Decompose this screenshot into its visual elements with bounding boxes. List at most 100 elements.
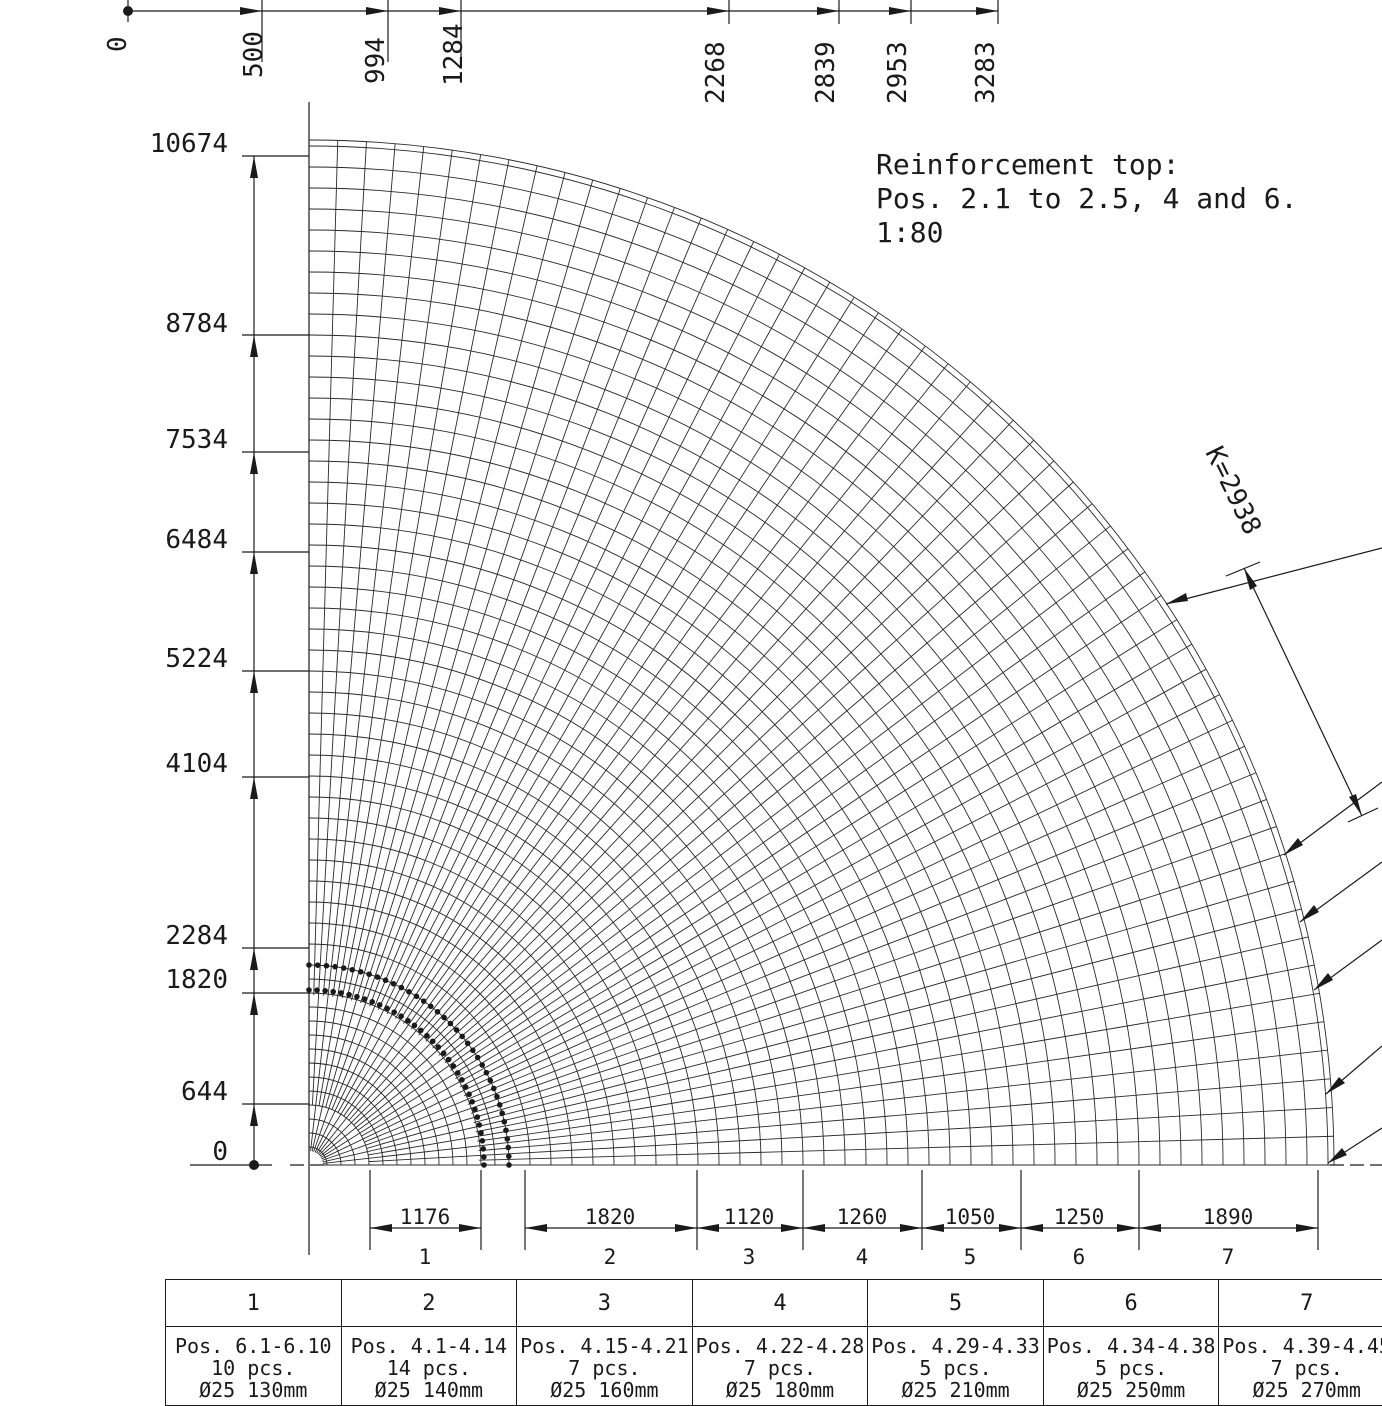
- position-range: Pos. 4.15-4.21: [517, 1335, 692, 1357]
- radial-bar: [369, 1108, 1332, 1162]
- top-dim-2839: 2839: [811, 41, 841, 104]
- zone-7-width: 1890: [1203, 1205, 1254, 1229]
- reinforcement-dot: [454, 1027, 460, 1033]
- bar-spec: Ø25 270mm: [1219, 1379, 1382, 1401]
- left-dim-8784: 8784: [165, 309, 228, 339]
- radial-bar: [477, 1022, 1324, 1142]
- reinforcement-grid: [309, 140, 1334, 1165]
- reinforcement-dot: [315, 962, 321, 968]
- reinforcement-dot: [451, 1063, 457, 1069]
- top-dim-994: 994: [361, 37, 391, 84]
- reinforcement-dot: [435, 1009, 441, 1015]
- reinforcement-dot: [479, 1062, 485, 1068]
- position-range: Pos. 4.29-4.33: [868, 1335, 1043, 1357]
- radial-bar: [314, 198, 648, 1152]
- top-dim-2953: 2953: [883, 41, 913, 104]
- reinforcement-dot: [501, 1119, 507, 1125]
- table-cell: Pos. 4.39-4.45 7 pcs. Ø25 270mm: [1219, 1327, 1382, 1406]
- reinforcement-dot: [375, 974, 381, 980]
- radial-bar: [364, 773, 1256, 1142]
- left-dimension-chain: [242, 156, 309, 1170]
- reinforcement-dot: [506, 1153, 512, 1159]
- reinforcement-dot: [428, 1004, 434, 1010]
- zone-6-width: 1250: [1054, 1205, 1105, 1229]
- reinforcement-dot: [383, 977, 389, 983]
- reinforcement-dot: [418, 1028, 424, 1034]
- bar-spec: Ø25 160mm: [517, 1379, 692, 1401]
- table-header-row: 1 2 3 4 5 6 7: [166, 1280, 1382, 1327]
- k-dimension: [1226, 562, 1378, 822]
- table-header-cell: 4: [692, 1280, 868, 1327]
- reinforcement-dot: [322, 988, 328, 994]
- reinforcement-dot: [499, 1110, 505, 1116]
- table-cell: Pos. 4.22-4.28 7 pcs. Ø25 180mm: [692, 1327, 868, 1406]
- bar-count: 10 pcs.: [166, 1357, 341, 1379]
- reinforcement-dot: [481, 1154, 487, 1160]
- radial-bar: [349, 401, 992, 1121]
- reinforcement-dot: [324, 963, 330, 969]
- radial-bar: [320, 526, 1110, 1156]
- reinforcement-dot: [441, 1050, 447, 1056]
- reinforcement-dot: [487, 1078, 493, 1084]
- reinforcement-dot: [497, 1102, 503, 1108]
- reinforcement-dot: [384, 1006, 390, 1012]
- radial-bar: [362, 669, 1207, 1136]
- reinforcement-dot: [459, 1034, 465, 1040]
- left-dim-0: 0: [212, 1137, 228, 1167]
- zone-2-number: 2: [604, 1245, 617, 1269]
- radial-bar: [370, 207, 675, 1006]
- bar-count: 7 pcs.: [1219, 1357, 1382, 1379]
- zone-3-number: 3: [743, 1245, 756, 1269]
- radial-bar: [322, 720, 1233, 1159]
- radial-bar: [464, 746, 1244, 1095]
- reinforcement-dot: [469, 1099, 475, 1105]
- zone-7-number: 7: [1222, 1245, 1235, 1269]
- reinforcement-dot: [406, 989, 412, 995]
- reinforcement-dot: [369, 999, 375, 1005]
- reinforcement-dot: [481, 1162, 487, 1168]
- zone-3-width: 1120: [724, 1205, 775, 1229]
- radial-bar: [378, 229, 727, 1009]
- reinforcement-dot: [424, 1033, 430, 1039]
- radial-bar: [318, 364, 948, 1154]
- reinforcement-dot: [421, 998, 427, 1004]
- position-range: Pos. 4.22-4.28: [693, 1335, 868, 1357]
- table-cell: Pos. 4.1-4.14 14 pcs. Ø25 140mm: [341, 1327, 517, 1406]
- radial-bar: [322, 826, 1276, 1160]
- reinforcement-dot: [391, 981, 397, 987]
- reinforcement-dot: [455, 1070, 461, 1076]
- radial-bar: [333, 150, 453, 997]
- reinforcement-dot: [358, 969, 364, 975]
- radial-bar: [471, 854, 1286, 1114]
- table-header-cell: 1: [166, 1280, 342, 1327]
- reinforcement-dot: [398, 1013, 404, 1019]
- reinforcement-dot: [430, 1038, 436, 1044]
- bar-count: 5 pcs.: [1044, 1357, 1219, 1379]
- reinforcement-dot: [463, 1084, 469, 1090]
- table-cell: Pos. 4.34-4.38 5 pcs. Ø25 250mm: [1043, 1327, 1219, 1406]
- zone-4-width: 1260: [837, 1205, 888, 1229]
- reinforcement-dot: [503, 1127, 509, 1133]
- table-cell: Pos. 4.29-4.33 5 pcs. Ø25 210mm: [868, 1327, 1044, 1406]
- reinforcement-dot: [314, 987, 320, 993]
- bar-spec: Ø25 210mm: [868, 1379, 1043, 1401]
- top-dim-1284: 1284: [439, 23, 469, 86]
- zone-1-number: 1: [419, 1245, 432, 1269]
- bar-count: 7 pcs.: [693, 1357, 868, 1379]
- reinforcement-dot: [349, 967, 355, 973]
- reinforcement-dot: [477, 1122, 483, 1128]
- reinforcement-dot: [478, 1130, 484, 1136]
- radial-bar: [338, 268, 805, 1113]
- bar-count: 5 pcs.: [868, 1357, 1043, 1379]
- radial-bar: [342, 160, 509, 999]
- reinforcement-schedule-table: 1 2 3 4 5 6 7 Pos. 6.1-6.10 10 pcs. Ø25 …: [165, 1279, 1382, 1406]
- position-range: Pos. 6.1-6.10: [166, 1335, 341, 1357]
- leader-arrows: [1166, 548, 1382, 1163]
- note-line-1: Reinforcement top:: [876, 148, 1179, 181]
- table-row: Pos. 6.1-6.10 10 pcs. Ø25 130mm Pos. 4.1…: [166, 1327, 1382, 1406]
- top-dim-2268: 2268: [701, 41, 731, 104]
- zone-1-width: 1176: [400, 1205, 451, 1229]
- zone-5-width: 1050: [945, 1205, 996, 1229]
- position-range: Pos. 4.1-4.14: [342, 1335, 517, 1357]
- reinforcement-dot: [354, 994, 360, 1000]
